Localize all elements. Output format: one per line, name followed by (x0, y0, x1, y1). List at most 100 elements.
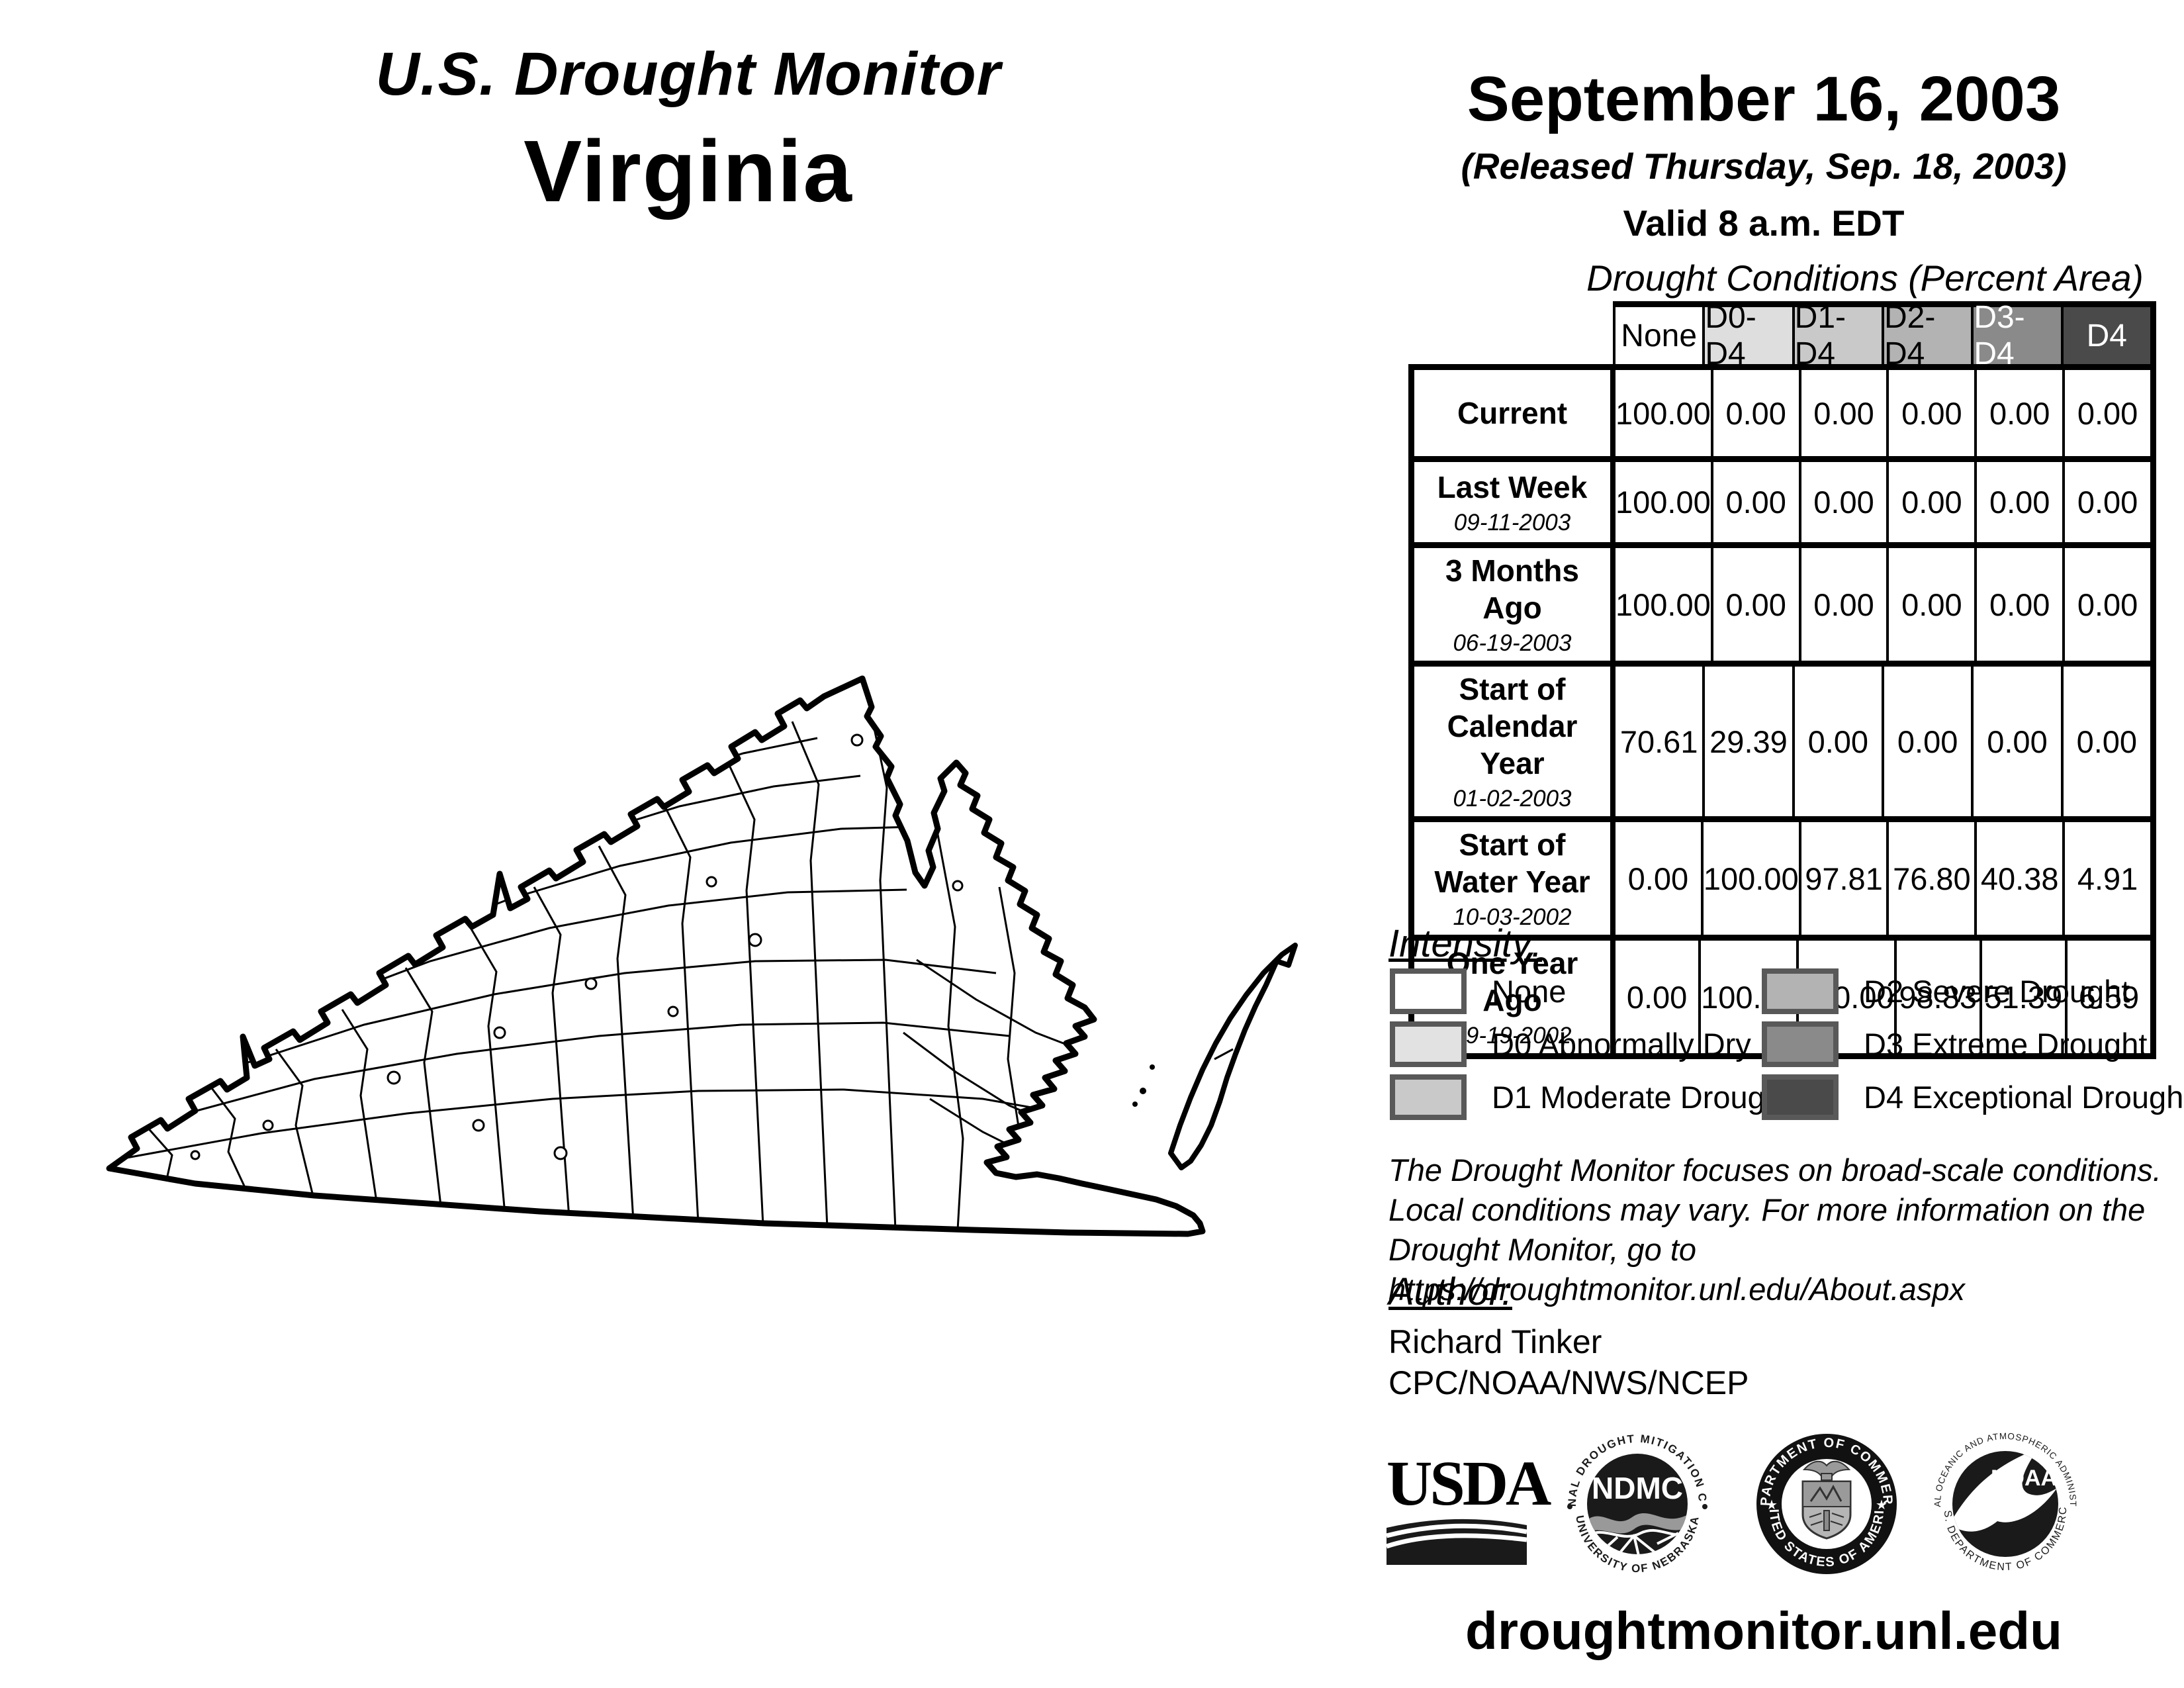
cell-value: 0.00 (1710, 548, 1799, 661)
col-header-d3d4: D3-D4 (1971, 300, 2061, 371)
cell-value: 100.00 (1613, 548, 1711, 661)
author-name: Richard Tinker (1388, 1323, 1602, 1360)
table-row-start-water-year: Start of Water Year 10-03-2002 0.00 100.… (1414, 816, 2150, 935)
doc-star-right: ★ (1876, 1498, 1888, 1513)
legend-swatch-none (1390, 968, 1467, 1014)
report-title: U.S. Drought Monitor (375, 40, 1001, 108)
legend-swatch-d4 (1762, 1074, 1839, 1120)
legend-item-d1: D1 Moderate Drought (1390, 1074, 1791, 1120)
table-row-3-months-ago: 3 Months Ago 06-19-2003 100.00 0.00 0.00… (1414, 542, 2150, 661)
legend-item-d3: D3 Extreme Drought (1762, 1021, 2147, 1067)
cell-value: 0.00 (2062, 370, 2150, 456)
col-header-d1d4: D1-D4 (1792, 300, 1882, 371)
report-title-block: U.S. Drought Monitor Virginia (172, 40, 1205, 221)
table-title: Drought Conditions (Percent Area) (1586, 258, 2144, 299)
row-date: 01-02-2003 (1453, 786, 1572, 812)
cell-value: 51.39 (1979, 941, 2065, 1053)
cell-value: 70.61 (1613, 667, 1702, 816)
cell-value: 100.00 (1700, 822, 1799, 935)
cell-value: 76.80 (1886, 822, 1974, 935)
col-header-d4: D4 (2060, 307, 2150, 364)
author-heading: Author: (1388, 1270, 1512, 1313)
state-name: Virginia (523, 122, 853, 220)
doc-star-left: ★ (1766, 1498, 1778, 1513)
ndmc-wave (1587, 1513, 1688, 1534)
author-org: CPC/NOAA/NWS/NCEP (1388, 1364, 1749, 1401)
legend-item-d2: D2 Severe Drought (1762, 968, 2130, 1014)
cell-value: 0.00 (1613, 941, 1698, 1053)
date-block: September 16, 2003 (Released Thursday, S… (1383, 63, 2144, 244)
cell-value: 0.00 (2060, 667, 2150, 816)
cell-value: 100.00 (1613, 370, 1711, 456)
cell-value: 0.00 (1798, 462, 1887, 542)
noaa-logo: NOAA NATIONAL OCEANIC AND ATMOSPHERIC AD… (1933, 1431, 2077, 1573)
disclaimer-line-1: The Drought Monitor focuses on broad-sca… (1388, 1152, 2161, 1188)
independent-cities (190, 733, 964, 1160)
legend-item-none: None (1390, 968, 1566, 1014)
legend-label: D0 Abnormally Dry (1492, 1027, 1751, 1062)
usda-logo-text: USDA (1387, 1448, 1551, 1519)
cell-value: 0.00 (1710, 462, 1799, 542)
cell-value: 98.83 (1893, 941, 1979, 1053)
legend-swatch-d0 (1390, 1021, 1467, 1067)
map-date: September 16, 2003 (1467, 64, 2061, 134)
table-header-row: None D0-D4 D1-D4 D2-D4 D3-D4 D4 (1613, 300, 2156, 371)
disclaimer-line-2: Local conditions may vary. For more info… (1388, 1192, 2146, 1227)
cell-value: 0.00 (2062, 548, 2150, 661)
legend-label: D3 Extreme Drought (1864, 1027, 2148, 1062)
noaa-logo-text: NOAA (1991, 1466, 2057, 1491)
eastern-shore (1168, 943, 1298, 1170)
website-url: droughtmonitor.unl.edu (1465, 1601, 2063, 1660)
cell-value: 0.00 (1792, 667, 1882, 816)
cell-value: 0.00 (1886, 548, 1974, 661)
cell-value: 0.00 (1613, 822, 1701, 935)
row-label: Current (1457, 396, 1568, 430)
legend-item-d4: D4 Exceptional Drought (1762, 1074, 2184, 1120)
table-row-current: Current 100.00 0.00 0.00 0.00 0.00 0.00 (1414, 370, 2150, 456)
row-date: 06-19-2003 (1453, 630, 1572, 656)
row-date: 10-03-2002 (1453, 904, 1572, 930)
cell-value: 0.00 (1974, 462, 2062, 542)
cell-value: 0.00 (1886, 370, 1974, 456)
table-row-start-calendar-year: Start of Calendar Year 01-02-2003 70.61 … (1414, 661, 2150, 816)
cell-value: 40.38 (1974, 822, 2062, 935)
table-row-one-year-ago: One Year Ago 09-19-2002 0.00 100.00 100.… (1414, 935, 2150, 1053)
cell-value: 0.00 (1886, 462, 1974, 542)
ndmc-logo: NDMC NATIONAL DROUGHT MITIGATION CENTER … (1566, 1432, 1707, 1575)
usda-swoosh-icon (1385, 1519, 1527, 1565)
released-date: (Released Thursday, Sep. 18, 2003) (1461, 146, 2067, 187)
cell-value: 0.00 (1971, 667, 2060, 816)
usda-logo: USDA (1385, 1448, 1551, 1568)
virginia-drought-map (36, 662, 1298, 1284)
legend-swatch-d1 (1390, 1074, 1467, 1120)
col-header-none: None (1615, 307, 1703, 364)
noaa-bird-icon (1952, 1451, 2057, 1532)
row-label: Start of Calendar Year (1447, 672, 1578, 780)
row-label: Start of Water Year (1434, 827, 1590, 899)
intensity-heading: Intensity: (1388, 922, 1543, 965)
table-body: Current 100.00 0.00 0.00 0.00 0.00 0.00 … (1408, 364, 2156, 1059)
doc-eagle-shield (1801, 1460, 1852, 1540)
cell-value: 0.00 (1974, 548, 2062, 661)
col-header-d0d4: D0-D4 (1702, 300, 1792, 371)
cell-value: 0.00 (2062, 462, 2150, 542)
drought-conditions-table: None D0-D4 D1-D4 D2-D4 D3-D4 D4 Current … (1408, 300, 2156, 1059)
department-of-commerce-seal: DEPARTMENT OF COMMERCE UNITED STATES OF … (1756, 1434, 1897, 1574)
disclaimer-text: The Drought Monitor focuses on broad-sca… (1388, 1150, 2176, 1309)
table-row-last-week: Last Week 09-11-2003 100.00 0.00 0.00 0.… (1414, 456, 2150, 542)
county-boundaries (115, 684, 1096, 1231)
cell-value: 0.00 (1798, 370, 1887, 456)
row-label: One Year Ago (1446, 946, 1578, 1017)
row-label: Last Week (1437, 469, 1588, 504)
cell-value: 0.00 (1710, 370, 1799, 456)
cell-value: 4.91 (2062, 822, 2150, 935)
legend-swatch-d3 (1762, 1021, 1839, 1067)
row-date: 09-19-2002 (1453, 1023, 1572, 1049)
legend-label: D1 Moderate Drought (1492, 1080, 1791, 1115)
disclaimer-line-3: Drought Monitor, go to https://droughtmo… (1388, 1232, 1965, 1307)
cell-value: 0.00 (1881, 667, 1971, 816)
ndmc-logo-text: NDMC (1592, 1471, 1683, 1505)
row-date: 09-11-2003 (1453, 509, 1571, 536)
valid-time: Valid 8 a.m. EDT (1623, 203, 1905, 244)
legend-label: D2 Severe Drought (1864, 974, 2130, 1009)
